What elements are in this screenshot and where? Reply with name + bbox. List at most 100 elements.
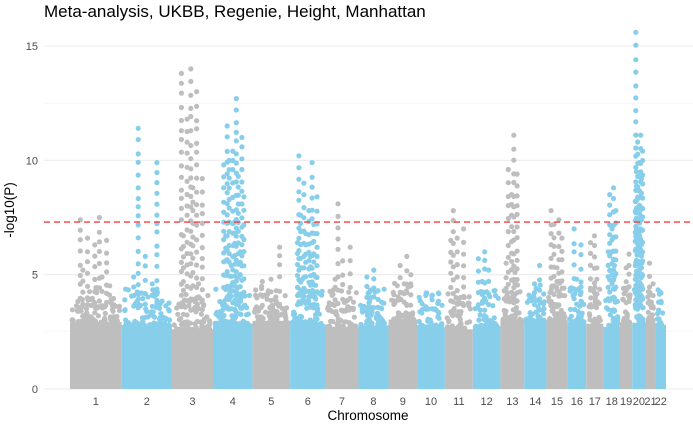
snp-point — [190, 306, 196, 313]
x-tick-label: 16 — [571, 396, 583, 408]
snp-point — [633, 95, 639, 101]
snp-point — [92, 253, 98, 259]
snp-point — [230, 180, 236, 186]
snp-point — [148, 311, 154, 317]
snp-point — [223, 297, 229, 303]
snp-point — [226, 205, 232, 211]
snp-point — [486, 267, 492, 273]
snp-point — [503, 308, 509, 314]
snp-point — [314, 244, 320, 250]
snp-point — [335, 201, 341, 207]
snp-point — [633, 29, 639, 35]
snp-point — [138, 290, 144, 296]
snp-point — [364, 274, 370, 280]
snp-point — [347, 284, 353, 290]
snp-point — [556, 243, 562, 250]
snp-point — [635, 187, 641, 193]
snp-point — [511, 146, 517, 152]
snp-point — [308, 282, 314, 288]
snp-point — [252, 309, 258, 315]
snp-point — [80, 267, 86, 273]
x-tick-label: 8 — [370, 396, 376, 408]
snp-point — [587, 240, 594, 246]
snp-point — [605, 296, 611, 302]
snp-point — [108, 297, 114, 303]
snp-point — [296, 153, 302, 159]
snp-point — [609, 237, 615, 243]
snp-point — [154, 180, 160, 186]
snp-point — [178, 104, 184, 111]
snp-point — [154, 291, 160, 297]
snp-point — [241, 194, 247, 200]
snp-point — [656, 299, 662, 305]
snp-point — [216, 313, 222, 319]
snp-point — [335, 225, 341, 231]
snp-point — [404, 268, 410, 274]
snp-point — [178, 128, 184, 134]
snp-point — [135, 213, 141, 219]
snp-point — [454, 301, 460, 307]
snp-point — [536, 307, 542, 313]
chromosome-22-band — [655, 324, 666, 389]
snp-point — [313, 274, 319, 280]
snp-point — [633, 57, 639, 63]
snp-point — [230, 167, 236, 173]
snp-point — [401, 291, 407, 297]
snp-point — [282, 293, 288, 299]
snp-point — [194, 89, 200, 95]
snp-point — [554, 287, 560, 293]
snp-point — [561, 313, 567, 320]
snp-point — [511, 228, 517, 235]
snp-point — [303, 251, 309, 257]
snp-point — [541, 317, 547, 323]
snp-point — [184, 191, 190, 198]
snp-point — [232, 230, 238, 237]
snp-point — [96, 260, 102, 267]
snp-point — [454, 235, 460, 241]
snp-point — [559, 292, 565, 299]
snp-point — [475, 268, 481, 274]
chromosome-7-band — [325, 326, 359, 389]
snp-point — [183, 291, 189, 298]
snp-point — [639, 260, 645, 266]
snp-point — [454, 249, 460, 255]
snp-point — [77, 237, 83, 243]
snp-point — [179, 321, 185, 328]
snp-point — [450, 208, 456, 214]
snp-point — [509, 250, 515, 256]
snp-point — [221, 209, 227, 215]
snp-point — [241, 222, 247, 228]
snp-point — [218, 310, 224, 316]
snp-point — [178, 217, 184, 223]
snp-point — [635, 268, 641, 274]
snp-point — [293, 316, 299, 322]
snp-point — [311, 230, 317, 236]
snp-point — [296, 235, 302, 241]
snp-point — [135, 270, 141, 276]
snp-point — [449, 324, 455, 330]
snp-point — [375, 304, 381, 310]
snp-point — [551, 221, 557, 227]
snp-point — [224, 171, 230, 177]
snp-point — [567, 306, 574, 312]
snp-point — [131, 293, 137, 299]
snp-point — [408, 283, 414, 289]
snp-point — [313, 282, 319, 288]
snp-point — [299, 265, 306, 271]
snp-point — [299, 297, 306, 303]
snp-point — [605, 274, 611, 280]
snp-point — [184, 212, 190, 218]
snp-point — [294, 284, 301, 290]
snp-point — [336, 316, 342, 322]
snp-point — [594, 276, 600, 282]
snp-point — [194, 202, 200, 208]
snp-point — [190, 283, 196, 289]
snp-point — [645, 309, 651, 315]
snp-point — [551, 273, 557, 279]
snp-point — [294, 250, 301, 257]
snp-point — [188, 175, 194, 181]
snp-point — [429, 322, 435, 328]
snp-point — [135, 172, 141, 178]
x-tick-label: 21 — [644, 396, 656, 408]
snp-point — [456, 324, 463, 330]
